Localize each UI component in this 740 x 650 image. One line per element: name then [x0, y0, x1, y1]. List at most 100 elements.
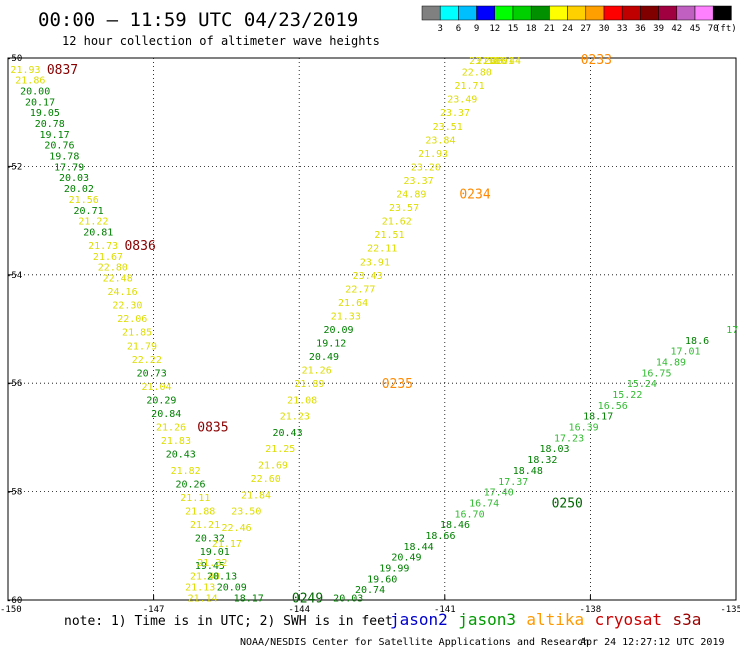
wave-height-label: 18.17	[234, 593, 264, 604]
colorbar-unit: (ft)	[715, 24, 737, 34]
wave-height-label: 19.12	[316, 339, 346, 350]
wave-height-label: 21.26	[302, 366, 332, 377]
wave-height-label: 22.11	[367, 244, 397, 255]
wave-height-label: 20.81	[83, 227, 113, 238]
y-tick-label: -56	[6, 379, 22, 389]
wave-height-label: 23.84	[425, 135, 455, 146]
wave-height-label: 23.91	[360, 257, 390, 268]
wave-height-label: 16.39	[569, 423, 599, 434]
wave-height-label: 23.37	[404, 176, 434, 187]
wave-height-label: 23.44	[491, 56, 521, 67]
wave-height-label: 21.04	[141, 382, 171, 393]
wave-height-label: 18.46	[440, 520, 470, 531]
colorbar-swatch	[586, 6, 604, 20]
wave-height-label: 14.89	[656, 358, 686, 369]
y-tick-label: -60	[6, 596, 22, 606]
wave-height-label: 21.32	[197, 558, 227, 569]
wave-height-label: 17.01	[670, 347, 700, 358]
wave-height-label: 17.37	[498, 477, 528, 488]
wave-height-label: 20.43	[166, 450, 196, 461]
wave-height-label: 15.24	[627, 379, 657, 390]
wave-height-label: 20.71	[74, 206, 104, 217]
wave-height-label: 20.03	[59, 173, 89, 184]
wave-height-label: 23.20	[411, 162, 441, 173]
wave-height-label: 18.6	[685, 336, 709, 347]
y-tick-label: -54	[6, 271, 22, 281]
wave-height-label: 21.67	[93, 252, 123, 263]
wave-height-label: 21.88	[185, 507, 215, 518]
colorbar-swatch	[458, 6, 476, 20]
wave-height-label: 20.73	[137, 368, 167, 379]
wave-height-label: 21.56	[69, 195, 99, 206]
colorbar-swatch	[549, 6, 567, 20]
wave-height-label: 21.13	[185, 582, 215, 593]
wave-height-label: 21.73	[88, 241, 118, 252]
plot-frame	[8, 58, 736, 600]
colorbar-tick: 39	[653, 24, 664, 34]
colorbar-swatch	[477, 6, 495, 20]
satellite-label-jason2: jason2	[390, 610, 448, 629]
wave-height-label: 16.75	[641, 368, 671, 379]
colorbar-swatch	[622, 6, 640, 20]
wave-height-label: 22.22	[132, 355, 162, 366]
wave-height-label: 21.26	[156, 423, 186, 434]
satellite-label-altika: altika	[526, 610, 584, 629]
wave-height-label: 18.48	[513, 466, 543, 477]
time-tag: 0235	[382, 377, 413, 392]
wave-height-label: 20.49	[391, 553, 421, 564]
wave-height-label: 18.03	[539, 444, 569, 455]
wave-height-label: 19.05	[30, 108, 60, 119]
colorbar-tick: 3	[437, 24, 442, 34]
colorbar: 36912151821242730333639424570	[422, 6, 731, 34]
wave-height-label: 22.06	[117, 314, 147, 325]
colorbar-swatch	[659, 6, 677, 20]
colorbar-tick: 12	[489, 24, 500, 34]
wave-height-label: 18.66	[425, 531, 455, 542]
wave-height-label: 15.22	[612, 390, 642, 401]
y-tick-label: -50	[6, 54, 22, 64]
colorbar-swatch	[695, 6, 713, 20]
time-tag: 0836	[124, 239, 155, 254]
colorbar-swatch	[513, 6, 531, 20]
colorbar-swatch	[640, 6, 658, 20]
time-tag: 0835	[197, 421, 228, 436]
colorbar-swatch	[422, 6, 440, 20]
colorbar-tick: 33	[617, 24, 628, 34]
colorbar-tick: 45	[690, 24, 701, 34]
wave-height-label: 20.74	[355, 585, 385, 596]
wave-height-label: 20.00	[20, 87, 50, 98]
colorbar-swatch	[440, 6, 458, 20]
wave-height-label: 21.51	[374, 230, 404, 241]
wave-height-label: 21.25	[265, 444, 295, 455]
wave-height-label: 20.26	[175, 479, 205, 490]
colorbar-tick: 6	[456, 24, 461, 34]
x-tick-label: -150	[0, 605, 22, 615]
colorbar-tick: 30	[599, 24, 610, 34]
wave-height-label: 23.51	[433, 122, 463, 133]
satellite-legend: jason2jason3altikacryosats3a	[390, 610, 701, 629]
wave-height-label: 20.76	[44, 141, 74, 152]
wave-height-label: 18.44	[404, 542, 434, 553]
wave-height-label: 20.02	[64, 184, 94, 195]
wave-height-label: 20.43	[273, 428, 303, 439]
wave-height-label: 16.70	[455, 509, 485, 520]
satellite-label-s3a: s3a	[673, 610, 702, 629]
wave-height-label: 21.14	[188, 593, 218, 604]
wave-height-label: 20.09	[217, 582, 247, 593]
wave-height-label: 22.77	[345, 284, 375, 295]
grid	[8, 58, 736, 600]
colorbar-swatch	[568, 6, 586, 20]
wave-height-label: 22.80	[98, 263, 128, 274]
wave-height-label: 21.17	[212, 539, 242, 550]
wave-height-label: 23.49	[447, 95, 477, 106]
wave-height-label: 23.43	[353, 271, 383, 282]
wave-height-label: 22.48	[103, 274, 133, 285]
colorbar-tick: 15	[508, 24, 519, 34]
wave-height-label: 21.79	[127, 341, 157, 352]
wave-height-label: 22.80	[462, 68, 492, 79]
wave-height-label: 21.85	[122, 328, 152, 339]
wave-height-label: 21.11	[180, 493, 210, 504]
wave-height-label: 21.64	[338, 298, 368, 309]
wave-height-label: 21.93	[10, 65, 40, 76]
time-tag: 0837	[47, 63, 78, 78]
